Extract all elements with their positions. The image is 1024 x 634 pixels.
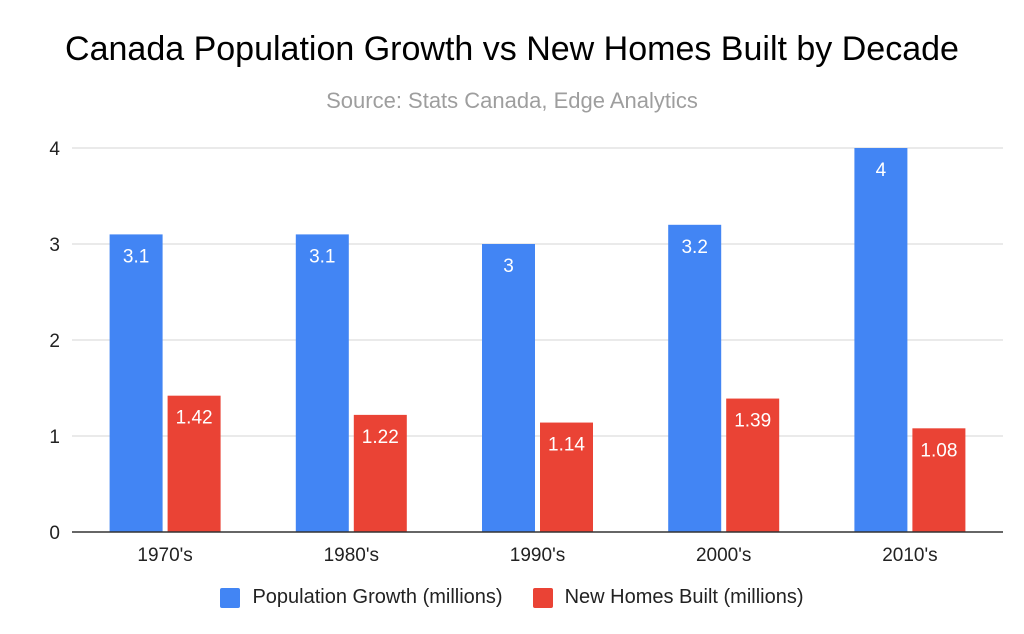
legend-swatch-population [220, 587, 241, 608]
bar-population [109, 234, 163, 532]
x-tick-label: 1990's [510, 545, 565, 566]
legend-item-population[interactable]: Population Growth (millions) [220, 586, 503, 609]
data-label: 1.08 [920, 440, 957, 461]
legend-label-homes: New Homes Built (millions) [564, 586, 804, 608]
data-label: 3.1 [309, 246, 335, 267]
y-tick-label: 4 [49, 139, 60, 160]
x-tick-label: 2010's [882, 545, 937, 566]
bar-population [482, 244, 535, 532]
chart-legend: Population Growth (millions) New Homes B… [0, 586, 1024, 609]
legend-swatch-homes [532, 587, 553, 608]
bar-homes [540, 422, 593, 532]
y-tick-label: 2 [49, 331, 60, 352]
x-tick-label: 1980's [324, 545, 379, 566]
chart-subtitle: Source: Stats Canada, Edge Analytics [326, 88, 698, 113]
bar-homes [726, 398, 780, 532]
bar-population [854, 148, 908, 532]
y-tick-label: 1 [49, 427, 60, 448]
data-label: 1.42 [176, 408, 213, 429]
x-tick-label: 2000's [696, 545, 751, 566]
bar-homes [353, 414, 407, 532]
y-tick-label: 0 [49, 523, 60, 544]
chart-title: Canada Population Growth vs New Homes Bu… [65, 30, 959, 68]
x-tick-label: 1970's [137, 545, 192, 566]
legend-label-population: Population Growth (millions) [252, 586, 503, 608]
legend-item-homes[interactable]: New Homes Built (millions) [532, 586, 804, 609]
data-label: 4 [876, 160, 887, 181]
bar-homes [912, 428, 966, 532]
bar-population [295, 234, 349, 532]
bar-population [668, 224, 722, 533]
data-label: 1.14 [548, 435, 585, 456]
data-label: 1.39 [734, 411, 771, 432]
data-label: 3.1 [123, 246, 149, 267]
bar-homes [167, 395, 221, 532]
data-label: 1.22 [362, 427, 399, 448]
y-tick-label: 3 [49, 235, 60, 256]
data-label: 3 [503, 256, 514, 277]
data-label: 3.2 [681, 237, 707, 258]
